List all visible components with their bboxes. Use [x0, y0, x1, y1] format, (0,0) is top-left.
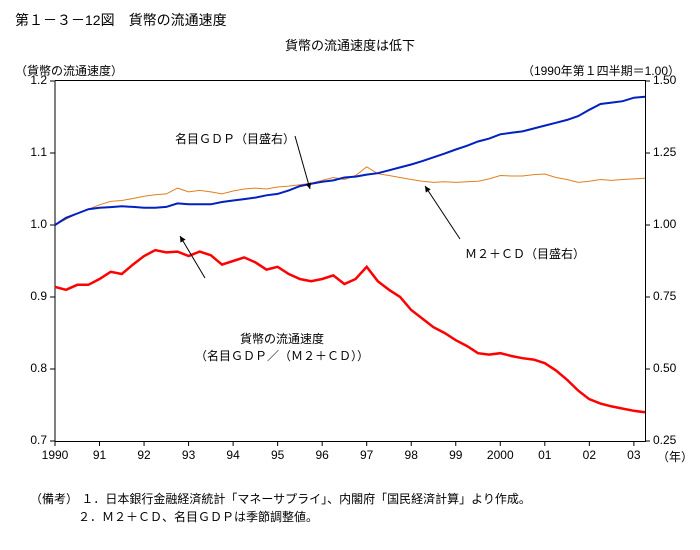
x-tick-1: 91	[93, 448, 106, 462]
x-tick-5: 95	[271, 448, 284, 462]
y-left-tick-3: 1.0	[17, 217, 47, 231]
x-tick-11: 01	[538, 448, 551, 462]
x-tick-10: 2000	[487, 448, 514, 462]
y-right-tick-4: 1.25	[653, 145, 688, 159]
x-tick-12: 02	[583, 448, 596, 462]
y-left-tick-2: 0.9	[17, 289, 47, 303]
x-tick-3: 93	[182, 448, 195, 462]
y-right-tick-2: 0.75	[653, 289, 688, 303]
notes-prefix: （備考）	[30, 492, 78, 506]
footnotes: （備考） １．日本銀行金融経済統計「マネーサプライ」、内閣府「国民経済計算」より…	[30, 490, 531, 526]
y-right-tick-0: 0.25	[653, 433, 688, 447]
m2cd-series-label: Ｍ２＋ＣＤ（目盛右）	[465, 245, 585, 262]
y-left-tick-5: 1.2	[17, 73, 47, 87]
x-axis-unit-label: （年）	[657, 448, 695, 465]
figure-subtitle: 貨幣の流通速度は低下	[0, 35, 700, 54]
y-left-tick-0: 0.7	[17, 433, 47, 447]
y-left-tick-1: 0.8	[17, 361, 47, 375]
x-tick-9: 99	[449, 448, 462, 462]
series-nominal_gdp	[55, 167, 645, 225]
y-right-tick-5: 1.50	[653, 73, 688, 87]
x-tick-2: 92	[137, 448, 150, 462]
x-tick-8: 98	[405, 448, 418, 462]
gdp-series-label: 名目ＧＤＰ（目盛右）	[175, 130, 295, 147]
y-left-tick-4: 1.1	[17, 145, 47, 159]
y-right-tick-1: 0.50	[653, 361, 688, 375]
x-tick-7: 97	[360, 448, 373, 462]
x-tick-4: 94	[226, 448, 239, 462]
x-tick-6: 96	[315, 448, 328, 462]
velocity-series-label: 貨幣の流通速度（名目ＧＤＰ／（Ｍ２＋ＣＤ））	[195, 330, 369, 364]
series-m2cd	[55, 97, 645, 225]
x-tick-0: 1990	[42, 448, 69, 462]
notes-line2: ２．Ｍ２＋ＣＤ、名目ＧＤＰは季節調整値。	[78, 510, 318, 524]
x-tick-13: 03	[627, 448, 640, 462]
figure-number-title: 第１－３－12図 貨幣の流通速度	[15, 10, 227, 30]
y-right-tick-3: 1.00	[653, 217, 688, 231]
notes-line1: １．日本銀行金融経済統計「マネーサプライ」、内閣府「国民経済計算」より作成。	[81, 492, 531, 506]
